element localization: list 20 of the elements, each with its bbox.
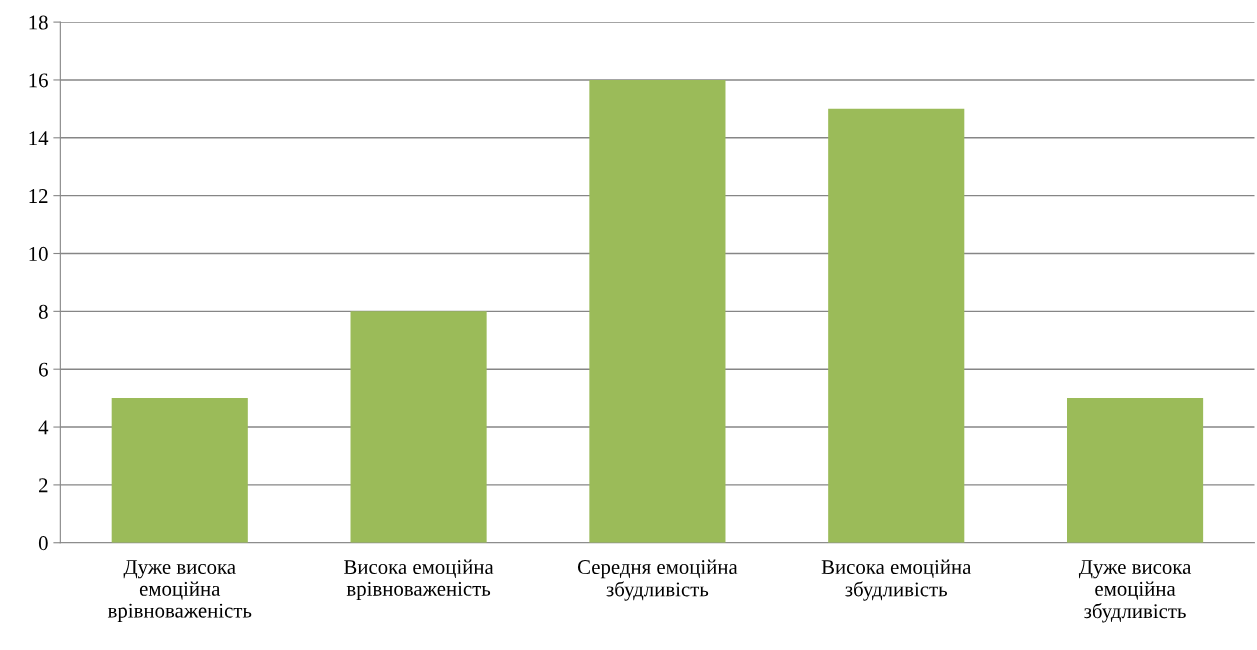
bar (1067, 398, 1204, 543)
y-tick-label: 4 (38, 420, 49, 435)
x-tick-label: Дуже висока емоційна збудливість (1078, 560, 1192, 623)
y-tick-label: 16 (29, 73, 48, 88)
x-tick-label: Дуже висока емоційна врівноваженість (107, 560, 252, 622)
y-tick-label: 14 (29, 131, 49, 146)
y-tick-label: 0 (38, 536, 48, 551)
y-tick-label: 8 (38, 304, 48, 319)
x-tick-label: Висока емоційна збудливість (821, 559, 972, 601)
y-tick-label: 2 (39, 478, 48, 493)
bar (828, 108, 965, 543)
bar (350, 311, 487, 543)
y-tick-label: 18 (29, 15, 48, 30)
y-tick-label: 6 (39, 362, 48, 377)
x-tick-label: Середня емоційна збудливість (577, 559, 738, 601)
bar (589, 79, 726, 543)
y-tick-label: 12 (29, 189, 48, 203)
x-tick-label: Висока емоційна врівноваженість (344, 559, 494, 601)
bar (111, 398, 248, 543)
y-tick-label: 10 (29, 246, 48, 261)
